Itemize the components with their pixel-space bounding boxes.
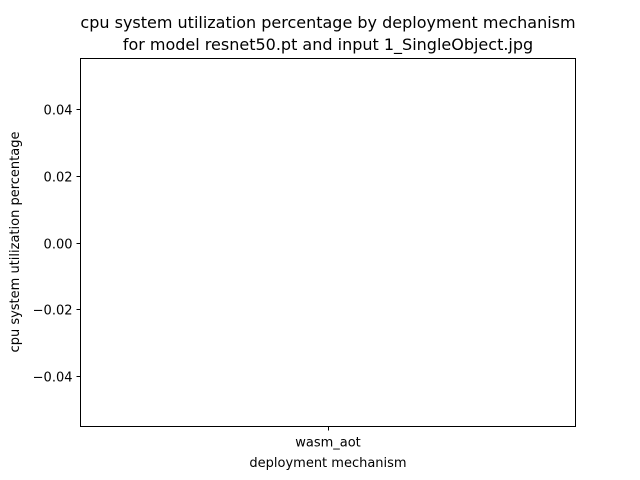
- y-tick-label: 0.04: [44, 104, 73, 119]
- y-tick-label: −0.04: [33, 371, 73, 386]
- plot-frame: [80, 58, 576, 427]
- x-tick-label: wasm_aot: [295, 436, 361, 451]
- y-tick-label: 0.02: [44, 171, 73, 186]
- chart-title-line-2: for model resnet50.pt and input 1_Single…: [123, 35, 533, 55]
- y-tick-label: −0.02: [33, 304, 73, 319]
- x-axis-label: deployment mechanism: [249, 456, 406, 471]
- chart-title-line-1: cpu system utilization percentage by dep…: [80, 13, 575, 32]
- y-axis-label: cpu system utilization percentage: [8, 132, 23, 353]
- plot-area: −0.04 −0.02 0.00 0.02 0.04 wasm_aot: [33, 104, 361, 451]
- y-tick-label: 0.00: [44, 238, 73, 253]
